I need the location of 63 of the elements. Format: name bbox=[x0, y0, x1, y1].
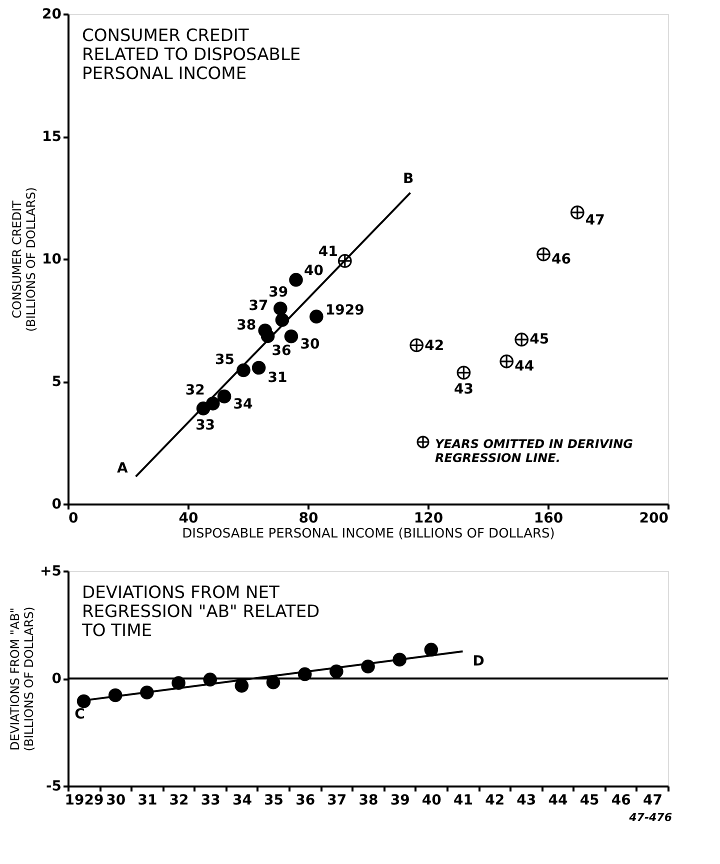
x-tick-label: 32 bbox=[169, 792, 189, 808]
x-tick-label: 39 bbox=[390, 792, 410, 808]
x-tick-label: 160 bbox=[534, 510, 564, 526]
x-tick-label: 40 bbox=[422, 792, 442, 808]
annotation: 42 bbox=[424, 338, 444, 354]
x-tick-label: 37 bbox=[327, 792, 347, 808]
annotation: 31 bbox=[268, 370, 288, 386]
x-tick-label: 45 bbox=[580, 792, 600, 808]
text: CONSUMER CREDIT RELATED TO DISPOSABLE PERSONAL INCOME bbox=[82, 26, 301, 84]
y-tick-label: +5 bbox=[40, 564, 62, 580]
x-tick-label: 33 bbox=[200, 792, 220, 808]
annotation: 39 bbox=[268, 284, 288, 300]
x-tick-label: 34 bbox=[232, 792, 252, 808]
annotation: 45 bbox=[530, 332, 550, 348]
annotation: 34 bbox=[233, 396, 254, 412]
x-tick-label: 1929 bbox=[64, 792, 104, 808]
annotation: 40 bbox=[304, 262, 324, 279]
x-tick-label: 120 bbox=[414, 510, 444, 526]
annotation: 33 bbox=[196, 417, 216, 434]
x-tick-label: 0 bbox=[68, 510, 78, 526]
annotation: 1929 bbox=[325, 302, 364, 319]
annotation: B bbox=[402, 170, 414, 187]
x-tick-label: 42 bbox=[485, 792, 505, 808]
annotation: 43 bbox=[454, 382, 474, 398]
text: 47-476 bbox=[628, 811, 672, 824]
text: DEVIATIONS FROM NET REGRESSION "AB" RELATED TO TIME bbox=[81, 583, 320, 641]
legend-label: YEARS OMITTED IN DERIVING REGRESSION LINE. bbox=[435, 437, 634, 465]
annotation: 30 bbox=[300, 336, 320, 352]
annotation: 35 bbox=[215, 352, 234, 368]
annotation: 47 bbox=[585, 212, 605, 228]
annotation: D bbox=[472, 653, 484, 670]
annotation: C bbox=[74, 706, 85, 722]
y-tick-label: 10 bbox=[42, 252, 62, 268]
x-tick-label: 38 bbox=[358, 792, 378, 808]
annotation: 38 bbox=[236, 318, 256, 334]
y-tick-label: 0 bbox=[52, 671, 62, 687]
x-tick-label: 36 bbox=[296, 792, 316, 808]
y-axis-title: CONSUMER CREDIT (BILLIONS OF DOLLARS) bbox=[10, 187, 38, 332]
annotation: A bbox=[116, 460, 128, 477]
x-tick-label: 47 bbox=[642, 792, 662, 808]
annotation: 36 bbox=[272, 343, 292, 360]
x-tick-label: 80 bbox=[298, 510, 318, 526]
y-tick-label: -5 bbox=[46, 778, 62, 794]
y-tick-label: 20 bbox=[42, 6, 62, 22]
x-tick-label: 43 bbox=[516, 792, 536, 808]
x-tick-label: 46 bbox=[611, 792, 631, 808]
y-tick-label: 15 bbox=[42, 129, 62, 145]
y-tick-label: 5 bbox=[52, 374, 62, 390]
x-axis-title: DISPOSABLE PERSONAL INCOME (BILLIONS OF DOLLARS) bbox=[182, 526, 555, 542]
x-tick-label: 31 bbox=[138, 792, 158, 808]
annotation: 41 bbox=[318, 244, 338, 260]
annotation: 44 bbox=[514, 358, 534, 374]
y-axis-title: DEVIATIONS FROM "AB" (BILLIONS OF DOLLARS) bbox=[8, 606, 36, 752]
x-tick-label: 35 bbox=[264, 792, 284, 808]
y-tick-label: 0 bbox=[52, 496, 62, 512]
x-tick-label: 40 bbox=[178, 510, 198, 526]
x-tick-label: 200 bbox=[639, 510, 669, 526]
annotation: 37 bbox=[248, 298, 268, 314]
x-tick-label: 44 bbox=[548, 792, 568, 808]
annotation: 32 bbox=[185, 382, 205, 399]
x-tick-label: 30 bbox=[106, 792, 126, 808]
annotation: 46 bbox=[552, 251, 571, 268]
x-tick-label: 41 bbox=[453, 792, 473, 808]
